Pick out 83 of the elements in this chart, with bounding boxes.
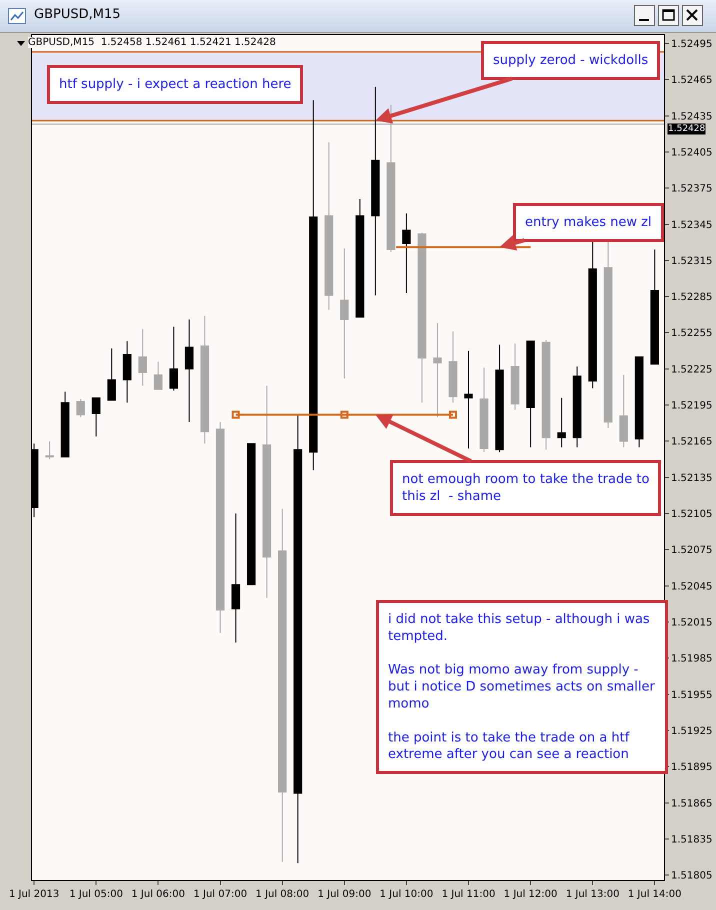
candlestick: [604, 239, 612, 428]
candlestick: [634, 356, 644, 448]
candlestick: [619, 374, 628, 448]
candlestick: [418, 232, 426, 404]
y-tick-label: 1.52045: [671, 581, 712, 592]
candlestick: [324, 142, 334, 310]
x-tick-label: 1 Jul 10:00: [380, 889, 434, 900]
y-tick-label: 1.51925: [671, 726, 712, 738]
x-tick-label: 1 Jul 07:00: [193, 889, 248, 900]
candlestick: [216, 421, 225, 634]
candlestick: [45, 440, 54, 460]
y-tick-label: 1.52075: [671, 545, 712, 556]
y-tick-label: 1.51835: [671, 834, 712, 846]
candlestick: [184, 318, 194, 422]
candlestick: [309, 100, 318, 471]
candlestick: [278, 508, 287, 862]
y-tick-label: 1.51865: [671, 798, 712, 810]
candlestick: [200, 315, 210, 444]
annotation: not emough room to take the trade to this zl - shame: [402, 472, 650, 504]
candlestick: [154, 361, 162, 390]
candlestick: [386, 104, 396, 252]
y-tick-label: 1.52435: [671, 111, 712, 122]
x-tick-label: 1 Jul 13:00: [566, 889, 620, 900]
candlestick: [542, 339, 550, 450]
x-tick-label: 1 Jul 12:00: [504, 889, 558, 900]
candlestick: [356, 198, 364, 318]
x-tick-label: 1 Jul 09:00: [318, 889, 372, 900]
ref-line-label: 1.52428: [668, 124, 706, 134]
chart-subtitle: GBPUSD,M15 1.52458 1.52461 1.52421 1.52428: [28, 37, 276, 48]
y-tick-label: 1.52315: [671, 256, 712, 267]
candlestick: [480, 367, 488, 453]
annotation: htf supply - i expect a reaction here: [59, 77, 292, 92]
candlestick: [572, 366, 582, 448]
y-tick-label: 1.52225: [671, 364, 712, 376]
candlestick: [246, 443, 256, 586]
y-tick-label: 1.52495: [671, 38, 712, 50]
candlestick: [650, 249, 659, 365]
candlestick: [433, 322, 442, 418]
candlestick: [340, 248, 349, 380]
candlestick: [371, 86, 380, 296]
x-tick-label: 1 Jul 2013: [8, 889, 60, 900]
candlestick: [464, 350, 473, 449]
chart-title: GBPUSD,M15: [34, 7, 120, 22]
candlestick: [122, 340, 132, 404]
candlestick: [76, 398, 85, 418]
annotation: supply zerod - wickdolls: [493, 53, 648, 68]
y-tick-label: 1.52015: [671, 618, 712, 629]
y-tick-label: 1.52255: [671, 328, 712, 340]
candlestick: [402, 212, 411, 294]
x-tick-label: 1 Jul 06:00: [131, 889, 185, 900]
y-tick-label: 1.52345: [671, 220, 712, 231]
x-tick-label: 1 Jul 05:00: [69, 889, 123, 900]
y-tick-label: 1.52135: [671, 472, 712, 484]
candlestick: [169, 326, 178, 392]
candlestick: [510, 343, 520, 410]
annotation: entry makes new zl: [525, 215, 652, 230]
candlestick: [526, 340, 535, 448]
candlestick: [60, 391, 70, 458]
y-tick-label: 1.52195: [671, 400, 712, 412]
candlestick: [448, 331, 458, 404]
y-tick-label: 1.51805: [671, 870, 712, 882]
text: i did not take this setup - although i was tempted. Was not big momo away from supply - but i notice D sometimes acts on smaller momo the point is to take the trade on a htf extreme after you can see a reaction: [388, 612, 655, 762]
candlestick: [557, 397, 566, 448]
y-tick-label: 1.52285: [671, 292, 712, 304]
y-tick-label: 1.52405: [671, 147, 712, 158]
y-tick-label: 1.51955: [671, 690, 712, 701]
candlestick: [107, 348, 116, 401]
y-tick-label: 1.52375: [671, 184, 712, 195]
y-tick-label: 1.51895: [671, 762, 712, 774]
y-tick-label: 1.52105: [671, 509, 712, 520]
candlestick: [262, 385, 272, 598]
candlestick: [92, 397, 100, 437]
y-tick-label: 1.51985: [671, 654, 712, 665]
candlestick: [294, 414, 302, 864]
y-tick-label: 1.52465: [671, 75, 712, 86]
y-tick-label: 1.52165: [671, 436, 712, 448]
candlestick: [495, 344, 504, 453]
x-tick-label: 1 Jul 14:00: [628, 889, 682, 900]
x-tick-label: 1 Jul 08:00: [256, 889, 310, 900]
x-tick-label: 1 Jul 11:00: [442, 889, 496, 900]
candlestick: [588, 239, 597, 389]
candlestick: [138, 328, 147, 386]
candlestick: [231, 513, 240, 644]
